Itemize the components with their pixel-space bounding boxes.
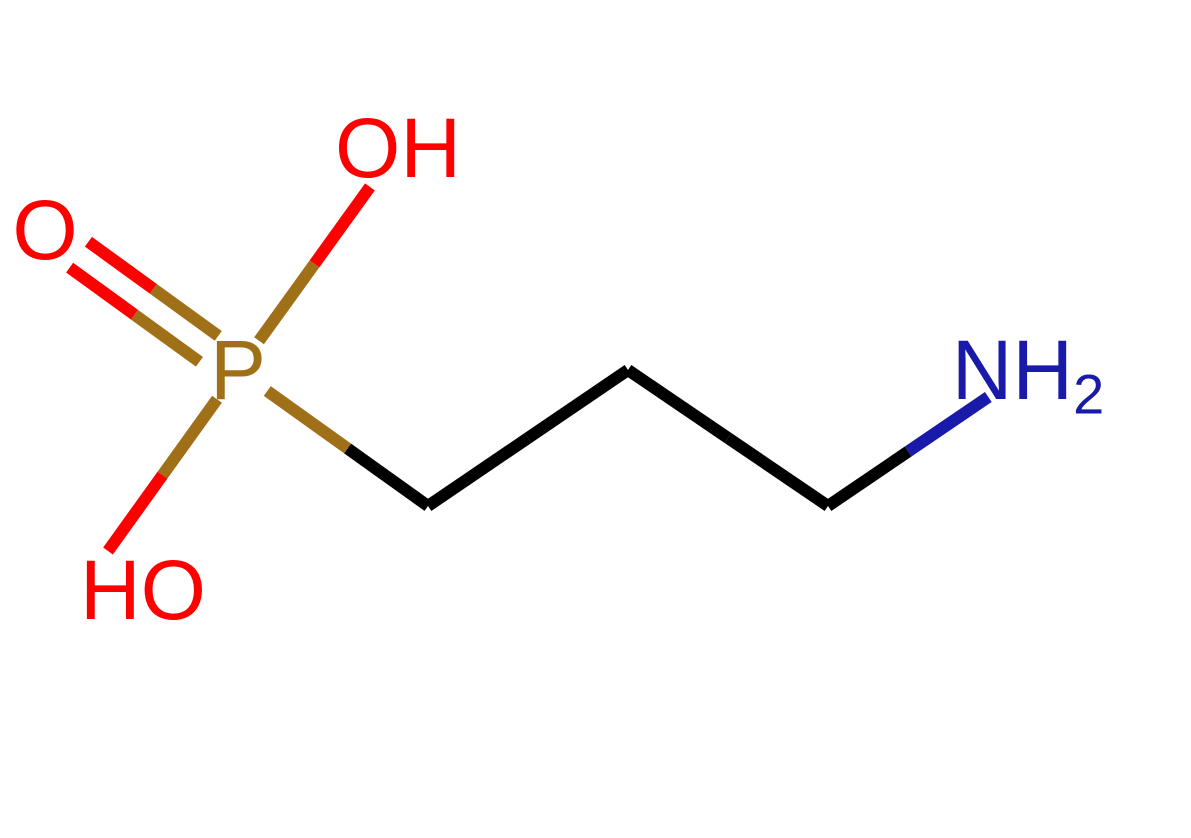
atom-label-O1: O [12, 183, 77, 277]
atom-label-O2: OH [335, 101, 461, 195]
canvas-background [0, 0, 1191, 838]
atom-label-P: P [210, 323, 266, 417]
chemical-structure-svg: POOHHONH2 [0, 0, 1191, 838]
atom-label-O3: HO [80, 543, 206, 637]
